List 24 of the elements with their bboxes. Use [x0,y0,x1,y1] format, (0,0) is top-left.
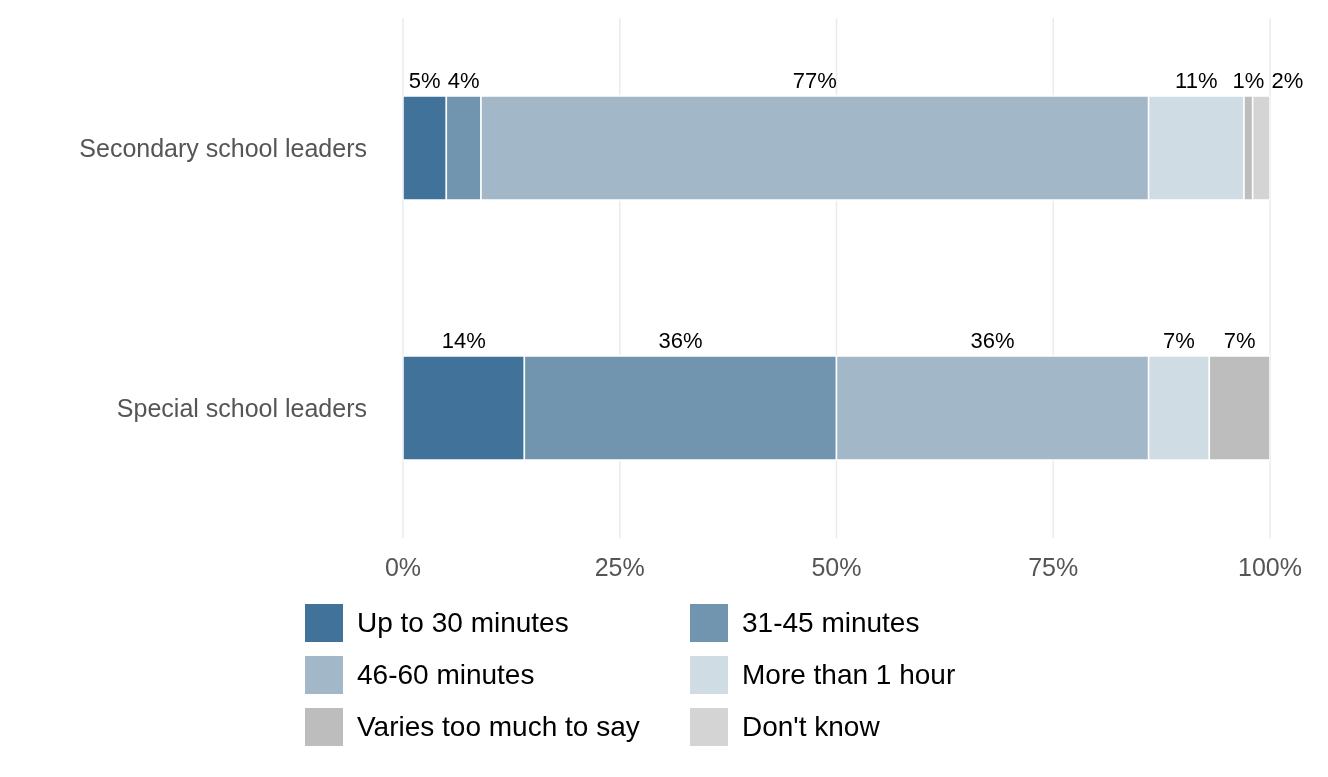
legend-label: 31-45 minutes [742,607,920,639]
data-label: 5% [408,68,441,93]
x-tick-label: 100% [1238,552,1302,581]
data-label: 36% [970,328,1015,353]
data-label: 7% [1163,328,1195,353]
x-tick-label: 25% [594,552,645,581]
data-label: 7% [1223,328,1256,353]
data-label: 2% [1271,68,1304,93]
legend-label: Varies too much to say [357,711,640,743]
legend-label: Don't know [742,711,880,743]
x-tick-label: 50% [811,552,862,581]
legend-label: 46-60 minutes [357,659,535,691]
legend-label: More than 1 hour [742,659,956,691]
y-tick-label: Secondary school leaders [79,133,367,162]
data-label: 77% [792,68,837,93]
data-label: 14% [441,328,486,353]
data-label: 11% [1175,68,1218,93]
data-label: 36% [658,328,703,353]
data-label: 1% [1232,68,1265,93]
x-tick-label: 75% [1028,552,1079,581]
legend-label: Up to 30 minutes [357,607,569,639]
y-tick-label: Special school leaders [116,393,367,422]
x-tick-label: 0% [384,552,422,581]
data-label: 4% [447,68,480,93]
